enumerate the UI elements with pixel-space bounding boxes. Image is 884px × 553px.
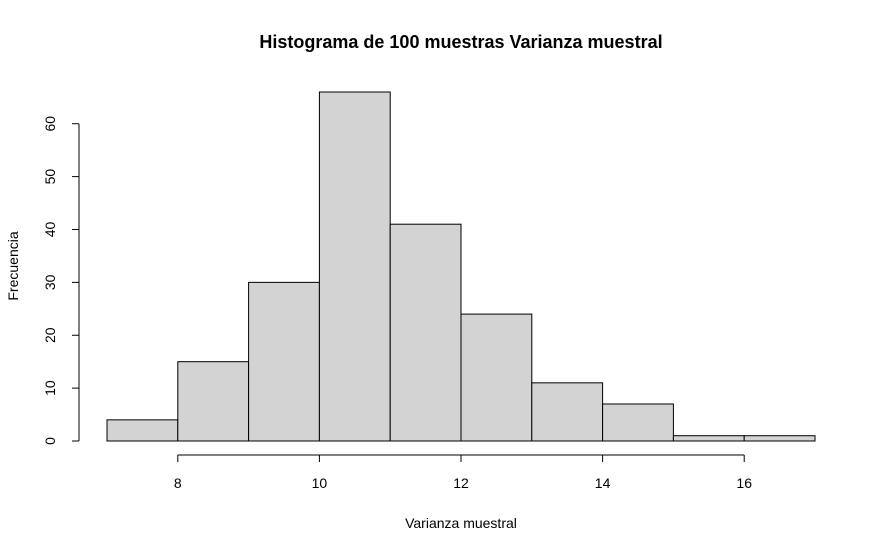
y-axis: 0 10 20 30 40 50 60 [42,116,80,445]
histogram-bar [389,223,462,442]
y-tick-label: 40 [42,221,58,237]
histogram-bar [602,403,674,442]
chart-title: Histograma de 100 muestras Varianza mues… [259,32,662,52]
x-tick-label: 8 [174,475,182,491]
histogram-bar [248,281,320,442]
histogram-bar [743,435,816,442]
x-axis-label: Varianza muestral [405,515,517,531]
x-tick-label: 14 [595,475,611,491]
histogram-bar [106,419,179,442]
y-axis-label: Frecuencia [5,231,21,300]
histogram-bar [531,382,604,442]
y-tick-label: 60 [42,116,58,132]
x-tick-label: 10 [312,475,328,491]
y-tick-label: 50 [42,169,58,185]
histogram-bar [672,435,745,442]
y-tick-label: 20 [42,327,58,343]
y-tick-label: 0 [42,437,58,445]
x-axis: 8 10 12 14 16 [174,454,752,491]
x-tick-label: 16 [736,475,752,491]
histogram-bar [460,313,533,442]
x-tick-label: 12 [453,475,469,491]
y-tick-label: 30 [42,274,58,290]
histogram-bar [177,361,250,442]
bars-group [106,91,816,442]
y-tick-label: 10 [42,380,58,396]
histogram-bar [318,91,391,442]
